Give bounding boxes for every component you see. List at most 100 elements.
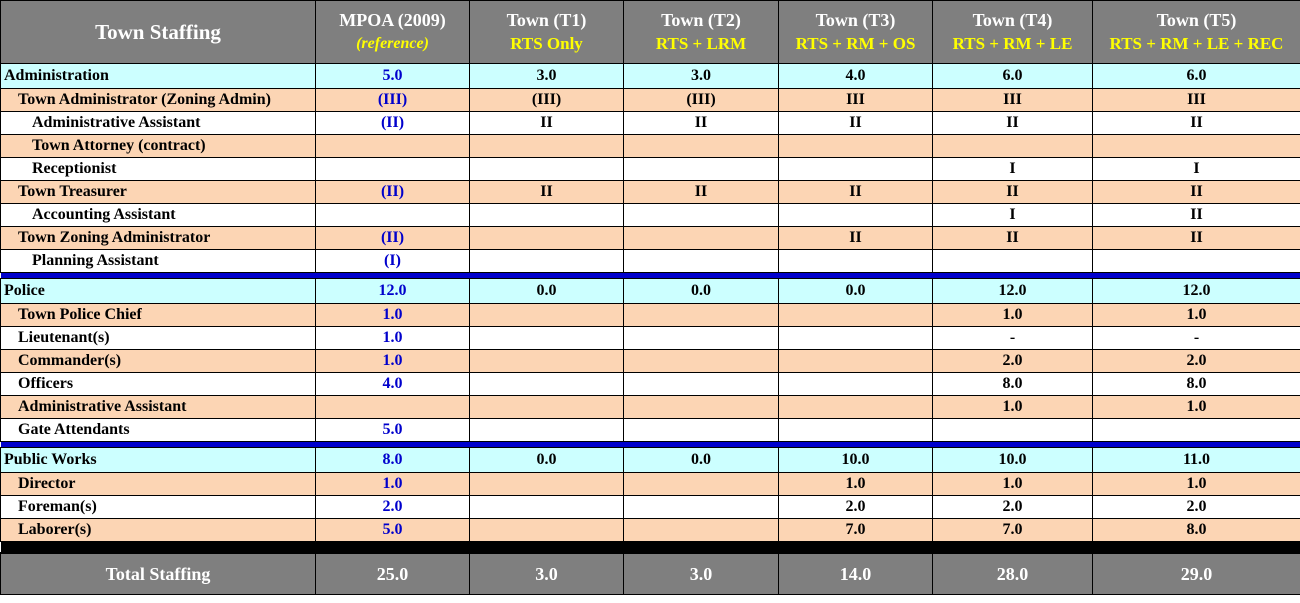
table-row: Accounting Assistant I II	[0, 203, 1300, 227]
row-value: III	[932, 88, 1093, 112]
row-value: II	[469, 180, 624, 204]
table-row: Gate Attendants 5.0	[0, 418, 1300, 442]
row-label: Town Administrator (Zoning Admin)	[0, 88, 316, 112]
row-value	[932, 249, 1093, 273]
column-header-t5: Town (T5) RTS + RM + LE + REC	[1092, 0, 1300, 64]
row-value	[469, 203, 624, 227]
row-value: II	[623, 111, 779, 135]
section-value: 8.0	[315, 447, 470, 473]
row-value	[469, 418, 624, 442]
footer-divider	[0, 541, 1300, 553]
row-value	[623, 303, 779, 327]
section-value: 10.0	[778, 447, 933, 473]
row-value: 1.0	[778, 472, 933, 496]
row-value	[469, 472, 624, 496]
section-value: 0.0	[469, 278, 624, 304]
row-value	[469, 372, 624, 396]
row-value: 8.0	[932, 372, 1093, 396]
row-label: Receptionist	[0, 157, 316, 181]
row-label: Director	[0, 472, 316, 496]
row-value: II	[1092, 180, 1300, 204]
row-value	[623, 395, 779, 419]
row-label: Lieutenant(s)	[0, 326, 316, 350]
row-value	[469, 349, 624, 373]
row-value: 1.0	[315, 303, 470, 327]
row-label: Town Attorney (contract)	[0, 134, 316, 158]
table-row: Lieutenant(s) 1.0 - -	[0, 326, 1300, 350]
table-row: Planning Assistant (I)	[0, 249, 1300, 273]
column-name: Town (T2)	[661, 10, 741, 30]
section-value: 3.0	[469, 63, 624, 89]
row-value	[469, 226, 624, 250]
column-name: Town (T4)	[972, 10, 1053, 30]
column-subtitle: RTS Only	[510, 34, 583, 53]
table-row: Administrative Assistant 1.0 1.0	[0, 395, 1300, 419]
row-value: I	[1092, 157, 1300, 181]
row-value	[469, 249, 624, 273]
section-value: 0.0	[623, 447, 779, 473]
row-value	[315, 395, 470, 419]
row-value: 7.0	[932, 518, 1093, 542]
table-title: Town Staffing	[0, 0, 316, 64]
section-value: 6.0	[932, 63, 1093, 89]
section-divider	[0, 272, 1300, 279]
section-value: 0.0	[469, 447, 624, 473]
row-value	[469, 495, 624, 519]
column-header-mpoa: MPOA (2009) (reference)	[315, 0, 470, 64]
row-value: 1.0	[315, 472, 470, 496]
row-label: Town Treasurer	[0, 180, 316, 204]
row-value	[315, 134, 470, 158]
row-value	[778, 418, 933, 442]
total-value: 28.0	[932, 552, 1093, 595]
row-value: 2.0	[932, 349, 1093, 373]
total-value: 29.0	[1092, 552, 1300, 595]
section-value: 12.0	[932, 278, 1093, 304]
row-value: II	[1092, 226, 1300, 250]
row-value: 1.0	[1092, 303, 1300, 327]
section-value: 12.0	[1092, 278, 1300, 304]
row-value	[623, 157, 779, 181]
total-value: 3.0	[469, 552, 624, 595]
column-header-t4: Town (T4) RTS + RM + LE	[932, 0, 1093, 64]
column-subtitle: (reference)	[356, 35, 429, 52]
row-value	[623, 203, 779, 227]
section-divider	[0, 441, 1300, 448]
section-row: Administration 5.0 3.0 3.0 4.0 6.0 6.0	[0, 63, 1300, 89]
section-value: 0.0	[623, 278, 779, 304]
total-row: Total Staffing 25.0 3.0 3.0 14.0 28.0 29…	[0, 552, 1300, 595]
row-label: Commander(s)	[0, 349, 316, 373]
row-value	[315, 157, 470, 181]
row-value: 4.0	[315, 372, 470, 396]
row-value: -	[1092, 326, 1300, 350]
row-value	[1092, 134, 1300, 158]
row-value: 2.0	[1092, 349, 1300, 373]
column-name: Town (T3)	[815, 10, 896, 30]
row-value: I	[932, 203, 1093, 227]
row-value: II	[623, 180, 779, 204]
row-value	[469, 303, 624, 327]
table-row: Laborer(s) 5.0 7.0 7.0 8.0	[0, 518, 1300, 542]
column-subtitle: RTS + RM + OS	[795, 34, 916, 53]
total-label: Total Staffing	[0, 552, 316, 595]
row-value: II	[1092, 111, 1300, 135]
row-value	[623, 472, 779, 496]
row-value	[778, 372, 933, 396]
section-label: Public Works	[0, 447, 316, 473]
column-header-t2: Town (T2) RTS + LRM	[623, 0, 779, 64]
row-value	[623, 495, 779, 519]
row-value: III	[778, 88, 933, 112]
row-value	[623, 226, 779, 250]
table-row: Receptionist I I	[0, 157, 1300, 181]
row-value: I	[932, 157, 1093, 181]
row-value	[778, 157, 933, 181]
row-label: Planning Assistant	[0, 249, 316, 273]
row-value	[469, 518, 624, 542]
row-label: Town Zoning Administrator	[0, 226, 316, 250]
section-value: 0.0	[778, 278, 933, 304]
row-value: (III)	[623, 88, 779, 112]
section-row: Police 12.0 0.0 0.0 0.0 12.0 12.0	[0, 278, 1300, 304]
total-value: 3.0	[623, 552, 779, 595]
table-row: Commander(s) 1.0 2.0 2.0	[0, 349, 1300, 373]
row-value	[623, 349, 779, 373]
